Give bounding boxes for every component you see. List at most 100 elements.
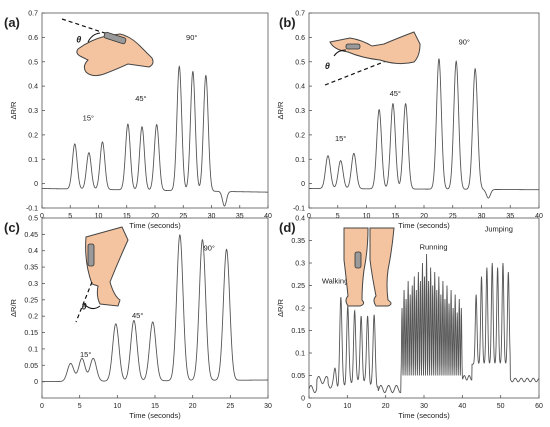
x-tick-label: 15 bbox=[391, 213, 399, 220]
annotation-label: 15° bbox=[83, 113, 94, 122]
x-tick-label: 10 bbox=[113, 403, 121, 410]
y-tick-label: 0.2 bbox=[295, 306, 305, 313]
y-tick-label: 0.7 bbox=[28, 11, 38, 18]
x-tick-label: 20 bbox=[420, 213, 428, 220]
chart-panel-b: 0 5 10 15 20 25 30 35 40-0.100.10.20.30.40.50.60… bbox=[276, 11, 543, 231]
x-tick-label: 35 bbox=[506, 213, 514, 220]
y-tick-label: 0.3 bbox=[295, 261, 305, 268]
theta-label: θ bbox=[76, 34, 81, 44]
annotation-label: 90° bbox=[186, 33, 197, 42]
x-tick-label: 5 bbox=[78, 403, 82, 410]
annotation-label: Running bbox=[420, 243, 448, 252]
x-tick-label: 10 bbox=[95, 213, 103, 220]
x-tick-label: 25 bbox=[226, 403, 234, 410]
x-tick-label: 20 bbox=[189, 403, 197, 410]
x-tick-label: 0 bbox=[40, 403, 44, 410]
y-tick-label: -0.1 bbox=[293, 206, 305, 213]
hand-illustration-a bbox=[61, 18, 154, 77]
theta-label: θ bbox=[325, 61, 330, 71]
y-tick-label: 0.5 bbox=[295, 59, 305, 66]
y-tick-label: 0.1 bbox=[28, 346, 38, 353]
x-tick-label: 20 bbox=[151, 213, 159, 220]
x-tick-label: 15 bbox=[151, 403, 159, 410]
x-tick-label: 20 bbox=[382, 403, 390, 410]
y-tick-label: 0.05 bbox=[291, 373, 305, 380]
chart-panel-d: 0 10 20 30 40 50 6000.050.10.150.20.250.30.350… bbox=[276, 216, 543, 421]
x-axis-label: Time (seconds) bbox=[129, 411, 181, 420]
x-tick-label: 30 bbox=[478, 213, 486, 220]
x-tick-label: 60 bbox=[535, 403, 543, 410]
x-tick-label: 0 bbox=[307, 213, 311, 220]
y-tick-label: 0.6 bbox=[295, 35, 305, 42]
y-tick-label: -0.1 bbox=[26, 206, 38, 213]
x-tick-label: 0 bbox=[40, 213, 44, 220]
annotation-label: 90° bbox=[204, 244, 215, 253]
x-tick-label: 40 bbox=[264, 213, 272, 220]
x-tick-label: 30 bbox=[264, 403, 272, 410]
x-tick-label: 30 bbox=[420, 403, 428, 410]
y-tick-label: 0.4 bbox=[295, 84, 305, 91]
y-tick-label: 0.05 bbox=[24, 363, 38, 370]
annotation-label: Walking bbox=[322, 276, 348, 285]
x-tick-label: 30 bbox=[208, 213, 216, 220]
annotation-label: 15° bbox=[80, 350, 91, 359]
signal-line bbox=[41, 234, 268, 383]
arm-illustration-b bbox=[324, 31, 421, 86]
x-tick-label: 10 bbox=[343, 403, 351, 410]
y-tick-label: 0.6 bbox=[28, 35, 38, 42]
y-axis-label: ΔR/R bbox=[9, 298, 18, 317]
theta-label: θ bbox=[82, 302, 87, 312]
x-tick-label: 40 bbox=[458, 403, 466, 410]
x-tick-label: 50 bbox=[497, 403, 505, 410]
y-tick-label: 0.4 bbox=[295, 216, 305, 223]
y-tick-label: 0.5 bbox=[28, 216, 38, 223]
y-axis-label: ΔR/R bbox=[276, 298, 285, 317]
y-tick-label: 0.45 bbox=[24, 232, 38, 239]
annotation-label: 45° bbox=[390, 89, 401, 98]
y-tick-label: 0 bbox=[301, 396, 305, 403]
x-tick-label: 25 bbox=[449, 213, 457, 220]
y-tick-label: 0.35 bbox=[291, 238, 305, 245]
chart-panel-a: 0 5 10 15 20 25 30 35 40-0.100.10.20.30.40.50.60… bbox=[4, 11, 272, 231]
x-tick-label: 0 bbox=[307, 403, 311, 410]
signal-line bbox=[309, 58, 539, 199]
x-tick-label: 35 bbox=[236, 213, 244, 220]
panel-label: (b) bbox=[279, 15, 296, 30]
y-tick-label: 0.1 bbox=[295, 351, 305, 358]
y-tick-label: 0.4 bbox=[28, 248, 38, 255]
y-tick-label: 0.25 bbox=[24, 297, 38, 304]
signal-line bbox=[42, 65, 269, 207]
annotation-label: Jumping bbox=[485, 225, 513, 234]
panel-label: (d) bbox=[279, 220, 296, 235]
y-tick-label: 0.7 bbox=[295, 11, 305, 18]
x-tick-label: 10 bbox=[363, 213, 371, 220]
y-tick-label: 0.4 bbox=[28, 84, 38, 91]
annotation-label: 45° bbox=[135, 94, 146, 103]
x-tick-label: 25 bbox=[179, 213, 187, 220]
y-tick-label: 0 bbox=[34, 181, 38, 188]
x-tick-label: 5 bbox=[336, 213, 340, 220]
panel-label: (a) bbox=[4, 15, 20, 30]
annotation-label: 90° bbox=[459, 38, 470, 47]
annotation-label: 15° bbox=[335, 134, 346, 143]
x-tick-label: 40 bbox=[535, 213, 543, 220]
y-tick-label: 0.15 bbox=[24, 330, 38, 337]
y-tick-label: 0.2 bbox=[28, 314, 38, 321]
x-axis-label: Time (seconds) bbox=[129, 221, 181, 230]
y-tick-label: 0 bbox=[34, 379, 38, 386]
signal-line bbox=[308, 253, 540, 394]
y-tick-label: 0.3 bbox=[28, 108, 38, 115]
x-axis-label: Time (seconds) bbox=[398, 411, 450, 420]
x-tick-label: 5 bbox=[68, 213, 72, 220]
annotation-label: 45° bbox=[132, 311, 143, 320]
y-tick-label: 0.1 bbox=[28, 157, 38, 164]
y-tick-label: 0.15 bbox=[291, 328, 305, 335]
x-tick-label: 15 bbox=[123, 213, 131, 220]
y-tick-label: 0.35 bbox=[24, 265, 38, 272]
y-tick-label: 0.3 bbox=[295, 108, 305, 115]
x-axis-label: Time (seconds) bbox=[398, 221, 450, 230]
y-tick-label: 0.25 bbox=[291, 283, 305, 290]
knee-illustration-c bbox=[75, 226, 129, 323]
y-tick-label: 0.3 bbox=[28, 281, 38, 288]
